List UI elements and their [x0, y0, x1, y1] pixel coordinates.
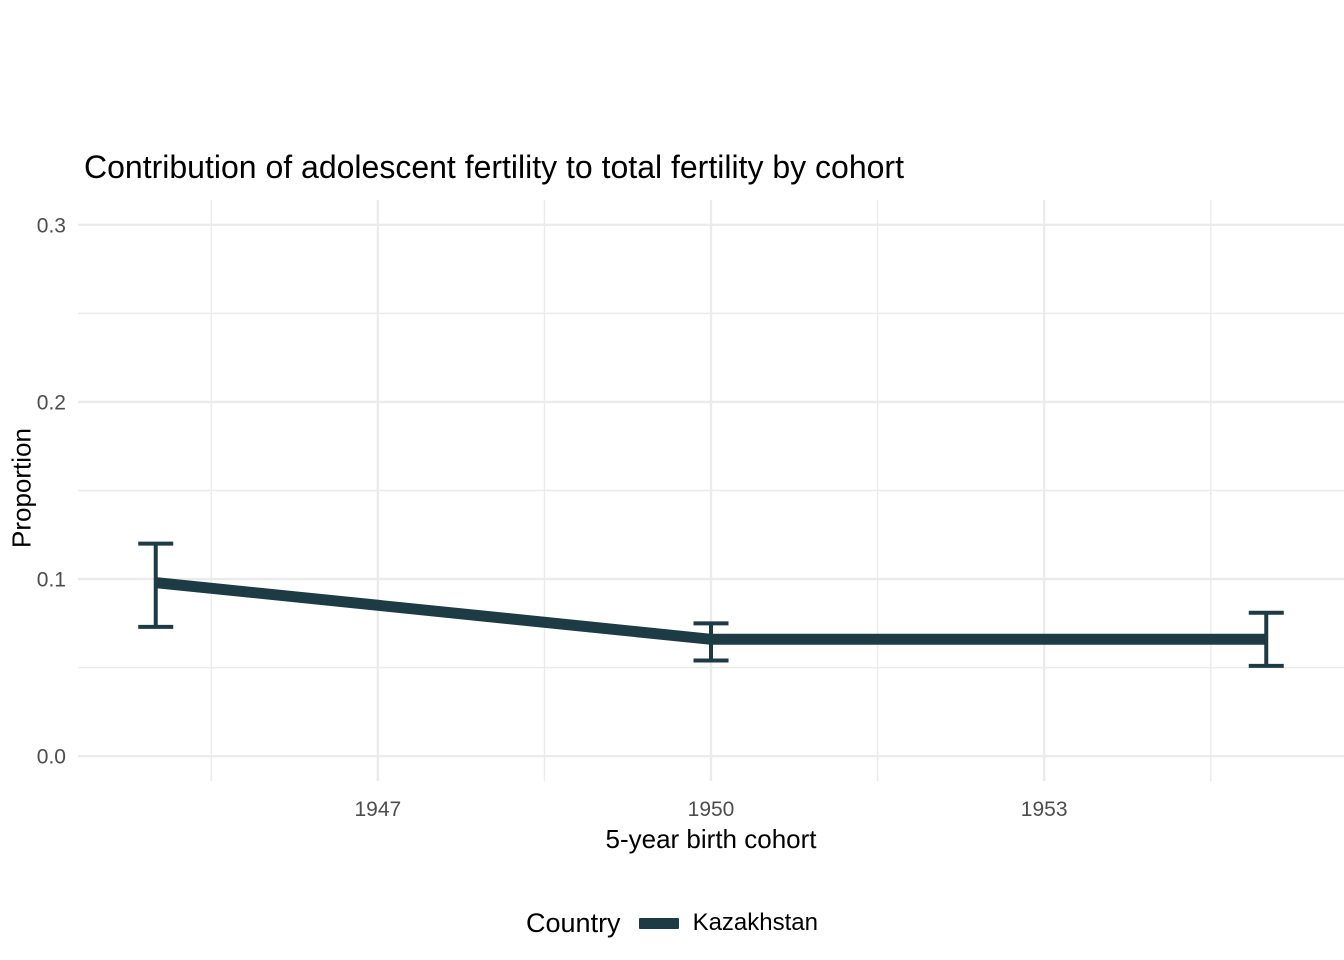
x-tick-label: 1947	[354, 798, 401, 821]
x-tick-label: 1950	[688, 798, 735, 821]
chart-title: Contribution of adolescent fertility to …	[84, 149, 904, 185]
legend-label-kazakhstan: Kazakhstan	[692, 909, 818, 936]
legend-title: Country	[526, 907, 621, 938]
y-axis-title: Proportion	[6, 428, 37, 548]
legend: Country Kazakhstan	[0, 903, 1344, 943]
legend-swatch-kazakhstan	[638, 917, 679, 929]
y-tick-label: 0.1	[37, 569, 66, 592]
x-axis-title: 5-year birth cohort	[605, 824, 817, 854]
y-tick-label: 0.0	[37, 746, 66, 769]
x-tick-label: 1953	[1021, 798, 1068, 821]
y-tick-label: 0.3	[37, 214, 66, 237]
y-tick-label: 0.2	[37, 391, 66, 414]
